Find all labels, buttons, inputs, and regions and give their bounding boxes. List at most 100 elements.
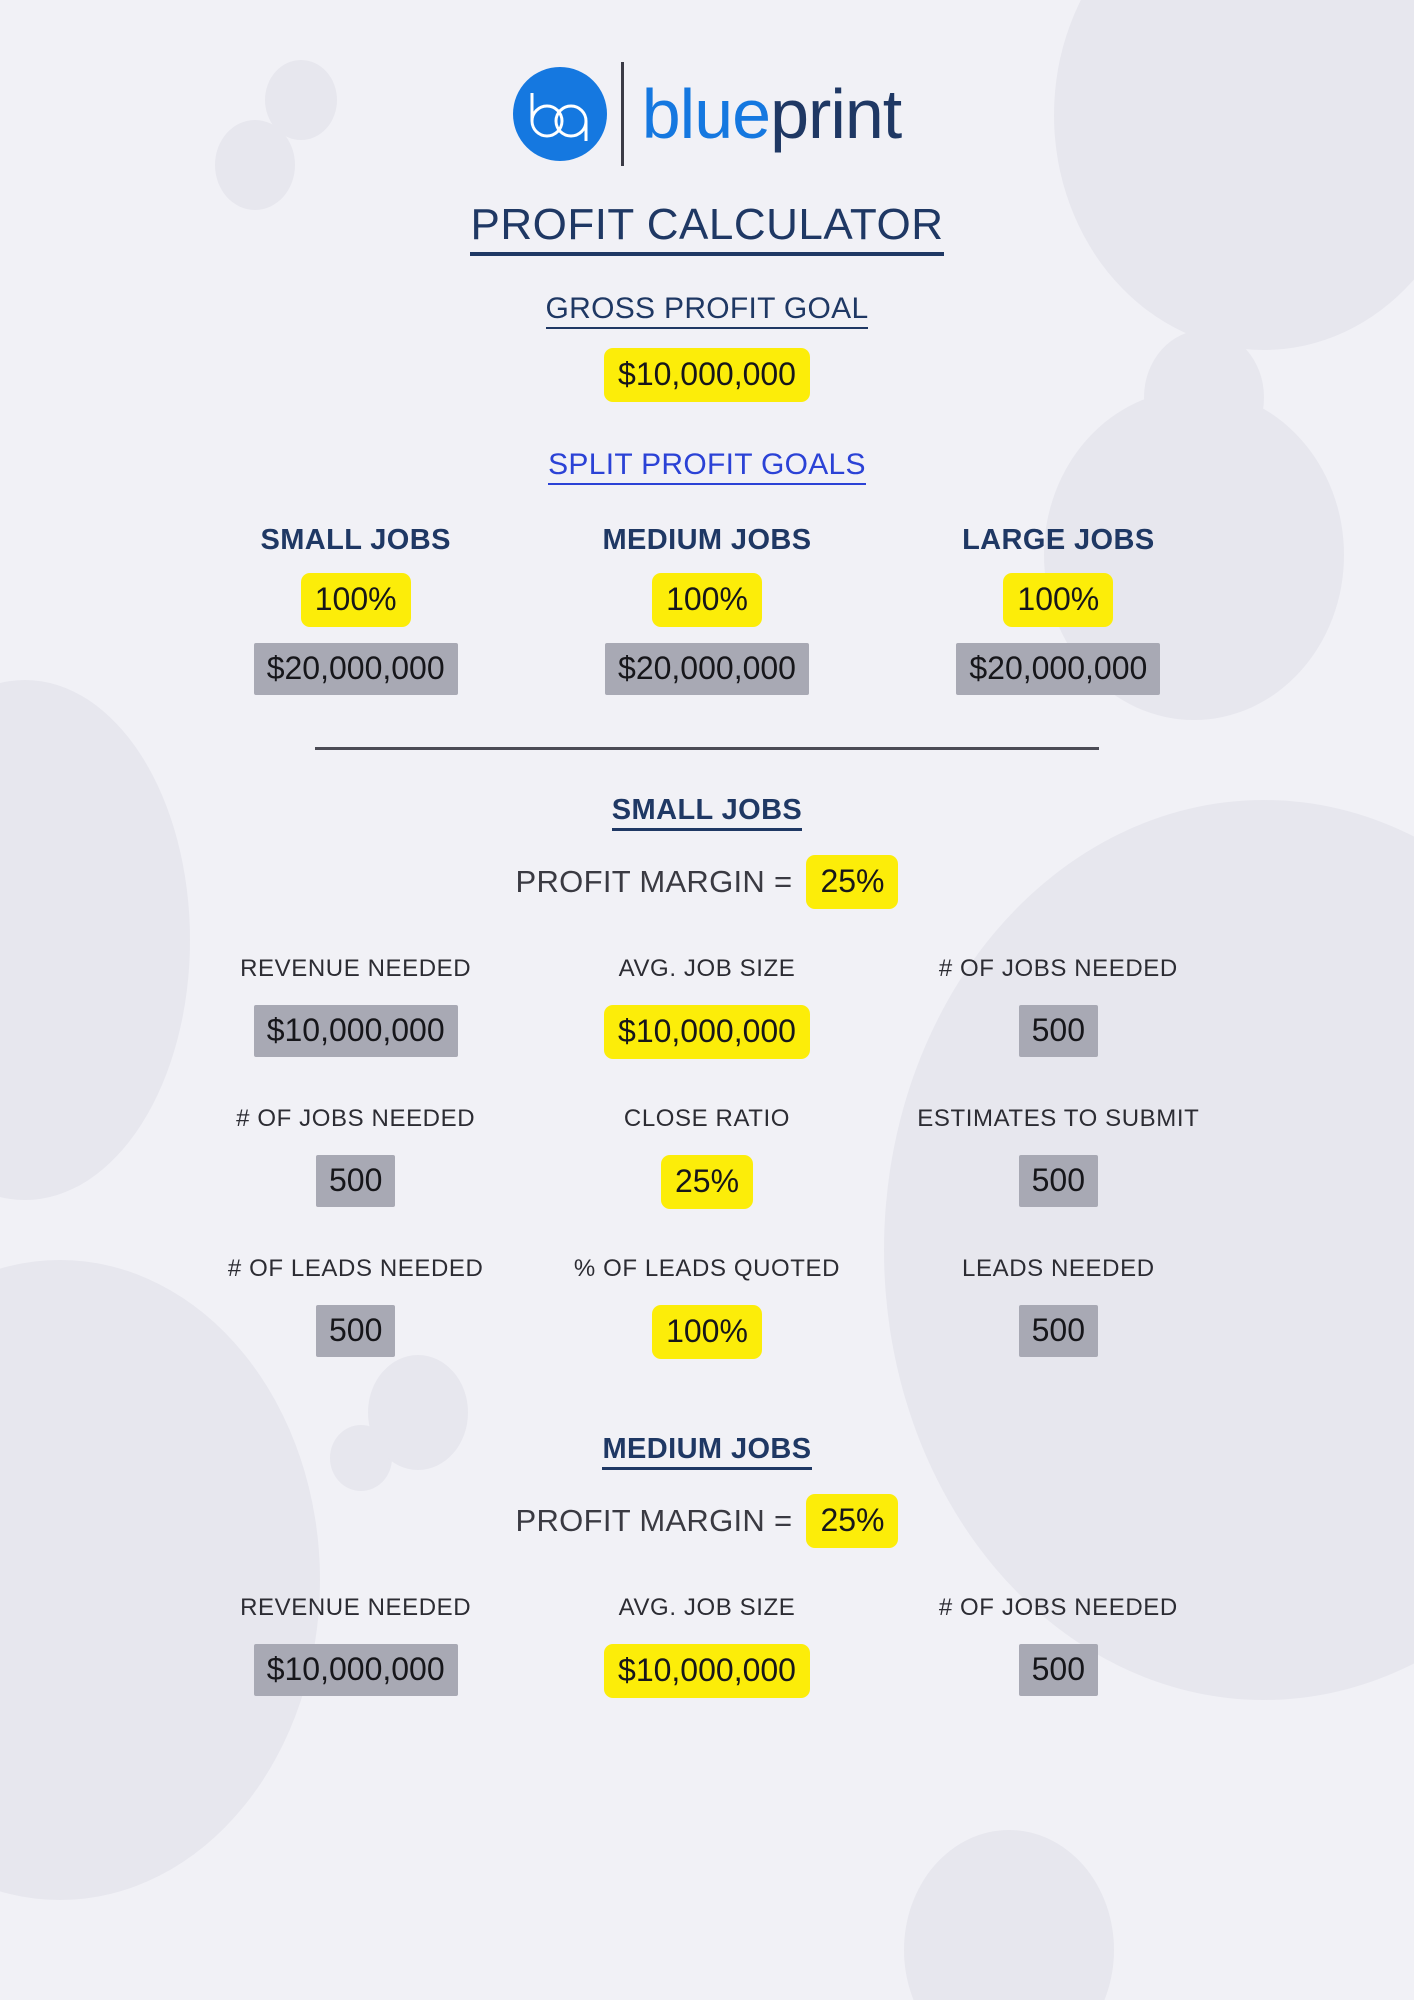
split-column-label-large: LARGE JOBS <box>962 524 1155 556</box>
profit-margin-value-small[interactable]: 25% <box>806 855 899 909</box>
page-content: blueprint PROFIT CALCULATOR GROSS PROFIT… <box>180 0 1234 1698</box>
brand-logo: blueprint <box>180 0 1234 166</box>
metric-label: # OF JOBS NEEDED <box>938 1594 1178 1621</box>
decor-blob <box>904 1830 1114 2000</box>
metric-value-wrap: $10,000,000 <box>180 1005 531 1057</box>
metric-label: # OF JOBS NEEDED <box>938 955 1178 982</box>
bp-monogram-icon <box>512 67 607 161</box>
metric-cell: AVG. JOB SIZE $10,000,000 <box>531 1594 882 1698</box>
page-title-text: PROFIT CALCULATOR <box>470 200 944 256</box>
split-amount-cell: $20,000,000 <box>180 643 531 695</box>
metric-value[interactable]: 100% <box>652 1305 762 1359</box>
page-title: PROFIT CALCULATOR <box>180 200 1234 256</box>
metric-value-wrap: 500 <box>883 1005 1234 1057</box>
metric-cell: # OF JOBS NEEDED 500 <box>180 1105 531 1209</box>
metric-value[interactable]: $10,000,000 <box>604 1644 810 1698</box>
metric-label: AVG. JOB SIZE <box>618 955 796 982</box>
metric-value-wrap: $10,000,000 <box>531 1644 882 1698</box>
metric-value-wrap: 25% <box>531 1155 882 1209</box>
brand-wordmark: blueprint <box>642 79 903 149</box>
split-amount-cell: $20,000,000 <box>883 643 1234 695</box>
decor-blob <box>1144 330 1264 465</box>
metric-cell: REVENUE NEEDED $10,000,000 <box>180 1594 531 1698</box>
split-profit-heading: SPLIT PROFIT GOALS <box>180 448 1234 485</box>
metric-cell: REVENUE NEEDED $10,000,000 <box>180 955 531 1059</box>
metric-value: $10,000,000 <box>253 1644 458 1696</box>
profit-margin-value-medium[interactable]: 25% <box>806 1494 899 1548</box>
gross-profit-value-row: $10,000,000 <box>180 348 1234 402</box>
metric-value: $10,000,000 <box>253 1005 458 1057</box>
section-title-small-jobs-text: SMALL JOBS <box>611 794 803 831</box>
split-amount-medium: $20,000,000 <box>605 643 809 695</box>
metric-value-wrap: 500 <box>180 1155 531 1207</box>
metric-row: # OF LEADS NEEDED 500 % OF LEADS QUOTED … <box>180 1255 1234 1359</box>
metric-value-wrap: $10,000,000 <box>180 1644 531 1696</box>
metric-cell: # OF JOBS NEEDED 500 <box>883 955 1234 1059</box>
metric-label: CLOSE RATIO <box>623 1105 791 1132</box>
gross-profit-value[interactable]: $10,000,000 <box>604 348 810 402</box>
metric-label: REVENUE NEEDED <box>240 1594 472 1621</box>
split-column-label-medium: MEDIUM JOBS <box>602 524 812 556</box>
split-profit-labels: SMALL JOBS MEDIUM JOBS LARGE JOBS <box>180 524 1234 557</box>
split-percent-cell: 100% <box>883 573 1234 627</box>
split-percent-cell: 100% <box>531 573 882 627</box>
metric-value: 500 <box>1018 1305 1099 1357</box>
metric-cell: # OF JOBS NEEDED 500 <box>883 1594 1234 1698</box>
metric-value: 500 <box>1018 1005 1099 1057</box>
split-profit-heading-text: SPLIT PROFIT GOALS <box>548 448 866 485</box>
gross-profit-heading-text: GROSS PROFIT GOAL <box>545 292 869 329</box>
metric-label: AVG. JOB SIZE <box>618 1594 796 1621</box>
metric-value-wrap: 500 <box>883 1155 1234 1207</box>
metric-label: LEADS NEEDED <box>962 1255 1155 1282</box>
metric-value: 500 <box>1018 1644 1099 1696</box>
metric-row: # OF JOBS NEEDED 500 CLOSE RATIO 25% EST… <box>180 1105 1234 1209</box>
split-amount-large: $20,000,000 <box>956 643 1161 695</box>
brand-word-print: print <box>770 75 902 153</box>
metric-label: ESTIMATES TO SUBMIT <box>917 1105 1200 1132</box>
metric-value-wrap: 500 <box>180 1305 531 1357</box>
logo-divider <box>620 62 624 166</box>
split-percent-small[interactable]: 100% <box>300 573 411 627</box>
split-percent-medium[interactable]: 100% <box>652 573 762 627</box>
profit-margin-row-medium: PROFIT MARGIN = 25% <box>180 1494 1234 1548</box>
brand-word-blue: blue <box>641 75 771 153</box>
metric-row: REVENUE NEEDED $10,000,000 AVG. JOB SIZE… <box>180 955 1234 1059</box>
metric-value-wrap: 500 <box>883 1644 1234 1696</box>
metric-cell: # OF LEADS NEEDED 500 <box>180 1255 531 1359</box>
metric-cell: ESTIMATES TO SUBMIT 500 <box>883 1105 1234 1209</box>
gross-profit-heading: GROSS PROFIT GOAL <box>180 292 1234 329</box>
profit-margin-label-small: PROFIT MARGIN = <box>515 864 793 899</box>
split-column-label-small: SMALL JOBS <box>260 524 451 556</box>
metric-value-wrap: $10,000,000 <box>531 1005 882 1059</box>
decor-blob <box>368 1355 468 1470</box>
split-percent-large[interactable]: 100% <box>1003 573 1114 627</box>
metric-cell: AVG. JOB SIZE $10,000,000 <box>531 955 882 1059</box>
metric-label: # OF JOBS NEEDED <box>236 1105 476 1132</box>
split-percent-cell: 100% <box>180 573 531 627</box>
metric-value-wrap: 500 <box>883 1305 1234 1357</box>
decor-blob <box>215 120 295 210</box>
metric-label: % OF LEADS QUOTED <box>573 1255 841 1282</box>
metric-cell: % OF LEADS QUOTED 100% <box>531 1255 882 1359</box>
metric-cell: LEADS NEEDED 500 <box>883 1255 1234 1359</box>
metric-value: 500 <box>315 1155 396 1207</box>
metric-label: # OF LEADS NEEDED <box>227 1255 484 1282</box>
split-amount-cell: $20,000,000 <box>531 643 882 695</box>
split-profit-percents: 100% 100% 100% <box>180 573 1234 627</box>
metric-label: REVENUE NEEDED <box>240 955 472 982</box>
section-title-medium-jobs-text: MEDIUM JOBS <box>602 1433 812 1470</box>
section-title-small-jobs: SMALL JOBS <box>180 794 1234 831</box>
profit-margin-row-small: PROFIT MARGIN = 25% <box>180 855 1234 909</box>
metric-value[interactable]: $10,000,000 <box>604 1005 810 1059</box>
metric-cell: CLOSE RATIO 25% <box>531 1105 882 1209</box>
section-divider <box>315 747 1099 750</box>
metric-row: REVENUE NEEDED $10,000,000 AVG. JOB SIZE… <box>180 1594 1234 1698</box>
section-title-medium-jobs: MEDIUM JOBS <box>180 1433 1234 1470</box>
metric-value: 500 <box>1018 1155 1099 1207</box>
metric-value: 500 <box>315 1305 396 1357</box>
split-profit-amounts: $20,000,000 $20,000,000 $20,000,000 <box>180 643 1234 695</box>
metric-value[interactable]: 25% <box>660 1155 754 1209</box>
split-amount-small: $20,000,000 <box>253 643 458 695</box>
